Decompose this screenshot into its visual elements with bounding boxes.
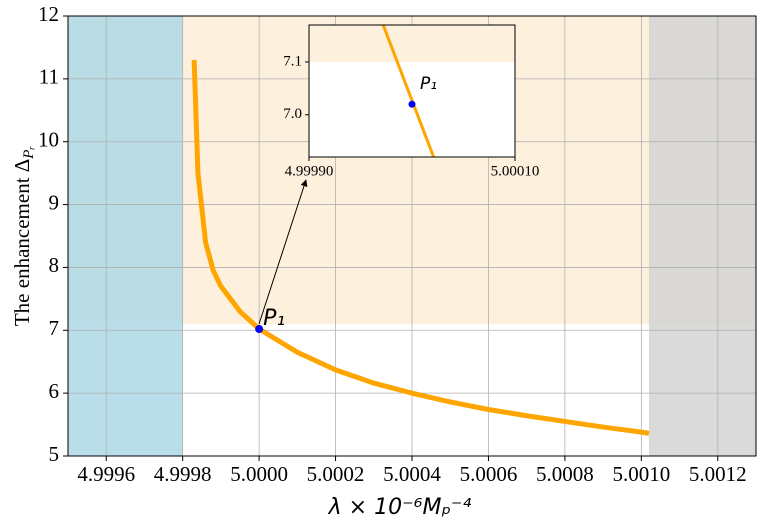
x-tick-label: 5.0006: [460, 462, 518, 486]
inset-shaded-band: [309, 25, 515, 62]
y-tick-label: 5: [49, 442, 60, 466]
x-tick-label: 5.0000: [230, 462, 288, 486]
inset-x-tick-label: 5.00010: [491, 163, 540, 179]
inset-frame: [308, 24, 516, 158]
x-axis-label: λ × 10⁻⁶Mₚ⁻⁴: [328, 495, 472, 520]
inset-point-label: P₁: [420, 74, 437, 94]
x-tick-label: 4.9996: [77, 462, 135, 486]
y-tick-label: 11: [39, 65, 59, 89]
y-axis-label-text: The enhancement Δ: [10, 159, 34, 326]
data-line: [191, 59, 650, 436]
y-axis-label: The enhancement ΔPᵣ: [10, 146, 38, 327]
y-axis-label-subscript: Pᵣ: [21, 146, 37, 160]
inset-y-tick-label: 7.1: [283, 53, 302, 69]
x-tick-label: 4.9998: [154, 462, 212, 486]
inset-point-marker: [408, 100, 416, 108]
inset-arrow: [258, 179, 308, 325]
x-tick-label: 5.0010: [612, 462, 670, 486]
plot-frame: [67, 15, 757, 457]
y-tick-label: 8: [49, 253, 60, 277]
inset-plot: [309, 25, 515, 157]
inset-background: [309, 25, 515, 157]
y-tick-label: 7: [49, 316, 60, 340]
x-tick-label: 5.0008: [536, 462, 594, 486]
inset-line: [381, 25, 436, 157]
y-tick-label: 9: [49, 190, 60, 214]
x-tick-label: 5.0004: [383, 462, 441, 486]
axes: 4.9996 4.9998 5.0000 5.0002 5.0004 5.0006 5.00…: [38, 2, 757, 486]
inset-y-tick-label: 7.0: [283, 106, 302, 122]
point-label: P₁: [263, 306, 285, 331]
inset: P₁ 4.99990 5.00010 7.0 7.1: [283, 24, 540, 179]
y-tick-label: 6: [49, 379, 60, 403]
inset-x-tick-label: 4.99990: [285, 163, 334, 179]
shaded-region: [68, 16, 183, 456]
y-tick-label: 12: [38, 2, 59, 26]
x-tick-label: 5.0012: [689, 462, 747, 486]
point-marker: [255, 325, 264, 334]
shaded-region: [648, 16, 756, 456]
x-tick-label: 5.0002: [307, 462, 365, 486]
y-tick-label: 10: [38, 128, 59, 152]
